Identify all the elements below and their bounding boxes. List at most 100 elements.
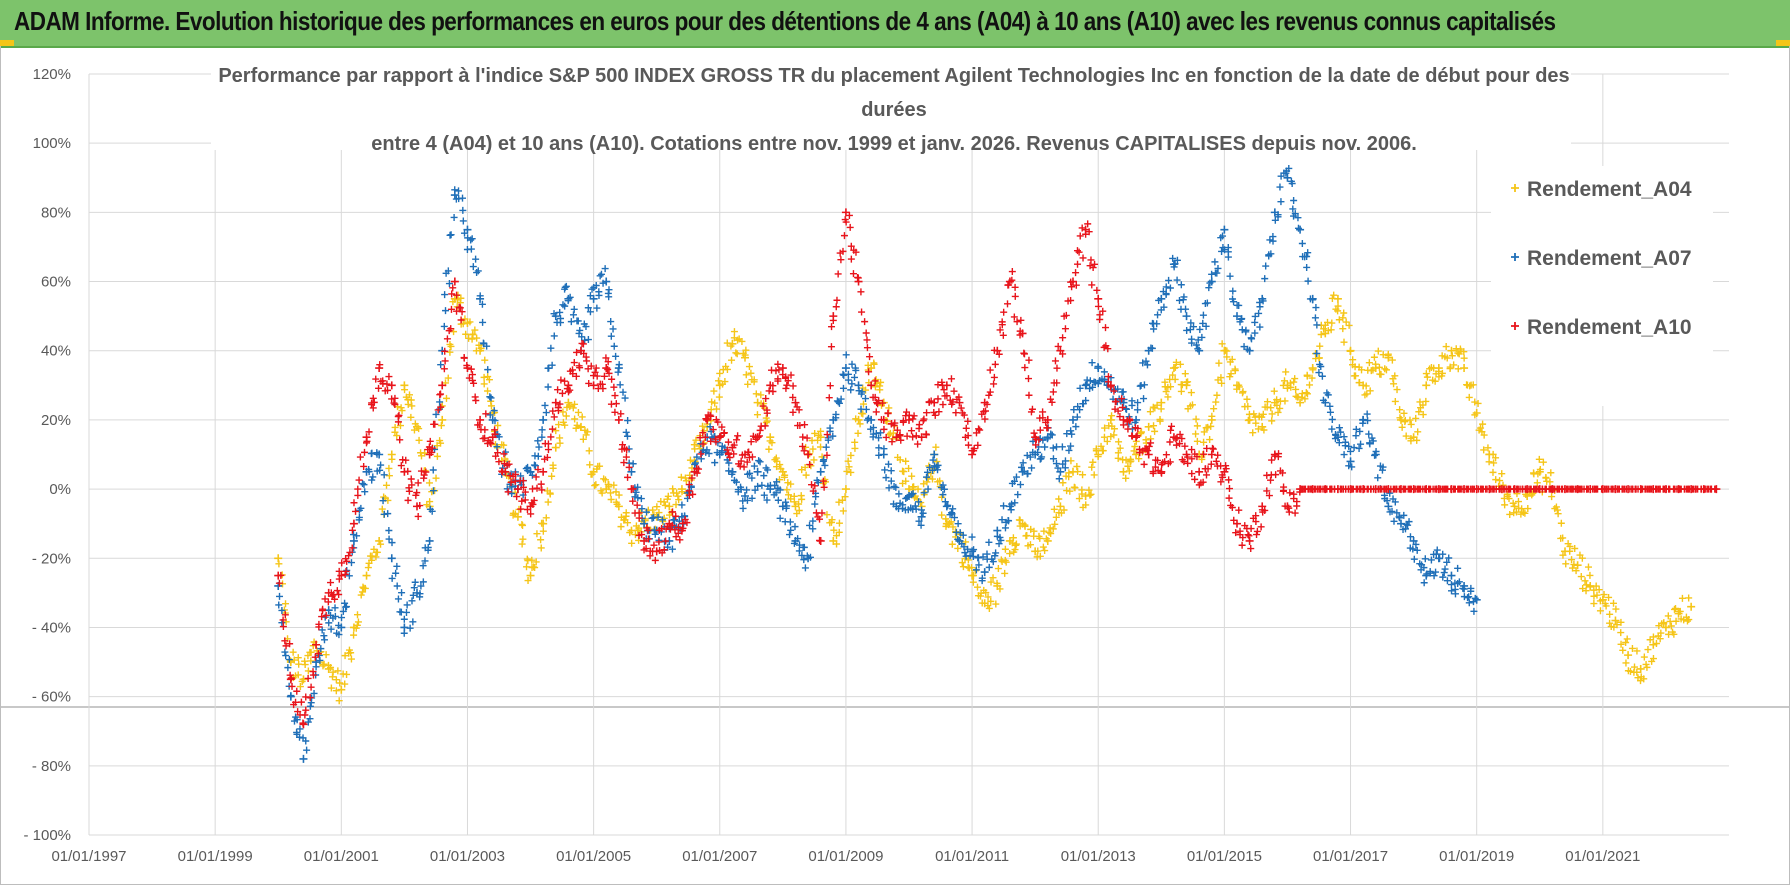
data-point: [1554, 510, 1562, 518]
data-point: [450, 213, 458, 221]
data-point: [611, 392, 619, 400]
data-point: [1474, 399, 1482, 407]
data-point: [1211, 269, 1219, 277]
data-point: [919, 509, 927, 517]
data-point: [985, 538, 993, 546]
data-point: [811, 429, 819, 437]
data-point: [930, 398, 939, 407]
data-point: [1260, 426, 1268, 434]
data-point: [1352, 432, 1360, 440]
data-point: [774, 375, 782, 383]
data-point: [1125, 467, 1133, 475]
data-point: [985, 604, 993, 612]
data-point: [686, 456, 694, 464]
data-point: [1239, 534, 1247, 542]
data-point: [437, 421, 445, 429]
data-point: [317, 645, 325, 653]
data-point: [852, 248, 860, 256]
data-point: [774, 496, 782, 504]
data-point: [849, 270, 857, 278]
data-point: [827, 343, 835, 351]
data-point: [784, 377, 792, 385]
data-point: [1078, 486, 1086, 494]
data-point: [299, 720, 308, 729]
data-point: [1577, 573, 1585, 581]
data-point: [820, 456, 828, 464]
data-point: [324, 598, 332, 606]
y-tick-label: - 80%: [32, 758, 71, 775]
data-point: [586, 461, 594, 469]
data-point: [352, 507, 360, 515]
data-point: [1454, 564, 1462, 572]
data-point: [795, 500, 803, 508]
data-point: [789, 393, 797, 401]
data-point: [688, 474, 696, 482]
y-tick-label: 60%: [41, 274, 71, 291]
data-point: [622, 509, 630, 517]
data-point: [1302, 389, 1310, 397]
data-point: [1447, 346, 1456, 355]
legend-background: [1491, 166, 1713, 406]
data-point: [478, 300, 486, 308]
data-point: [610, 342, 618, 350]
data-point: [485, 376, 493, 384]
data-point: [751, 486, 759, 494]
data-point: [807, 462, 815, 470]
data-point: [1598, 595, 1607, 604]
data-point: [1533, 479, 1541, 487]
data-point: [1103, 437, 1111, 445]
data-point: [816, 467, 825, 476]
data-point: [589, 294, 598, 303]
data-point: [385, 373, 393, 381]
data-point: [1200, 438, 1208, 446]
data-point: [702, 415, 710, 423]
data-point: [1053, 364, 1061, 372]
legend-marker: [1511, 184, 1519, 192]
data-point: [1633, 647, 1641, 655]
data-point: [1209, 444, 1216, 452]
data-point: [875, 397, 883, 405]
data-point: [1075, 248, 1083, 256]
data-point: [968, 547, 977, 556]
data-point: [1116, 444, 1124, 452]
data-point: [329, 668, 337, 676]
data-point: [1349, 356, 1357, 364]
data-point: [600, 372, 608, 380]
data-point: [566, 402, 574, 410]
data-point: [1321, 398, 1330, 407]
data-point: [1644, 646, 1652, 654]
data-point: [1173, 441, 1181, 449]
data-point: [733, 350, 741, 358]
data-point: [584, 304, 592, 312]
data-point: [635, 509, 643, 517]
data-point: [837, 256, 845, 264]
data-point: [1124, 462, 1132, 470]
data-point: [1036, 426, 1044, 434]
data-point: [875, 444, 883, 452]
data-point: [957, 404, 965, 412]
data-point: [548, 472, 556, 480]
data-point: [337, 623, 346, 632]
data-point: [571, 415, 579, 423]
data-point: [286, 640, 294, 648]
data-point: [608, 375, 616, 383]
data-point: [998, 318, 1006, 326]
data-point: [561, 302, 569, 310]
data-point: [753, 467, 762, 476]
data-point: [541, 401, 549, 409]
data-point: [1383, 497, 1391, 505]
data-point: [1657, 629, 1665, 637]
data-point: [402, 456, 410, 464]
data-point: [1492, 476, 1500, 484]
data-point: [1171, 363, 1179, 371]
data-point: [327, 579, 335, 587]
data-point: [748, 453, 756, 461]
data-point: [987, 578, 995, 586]
data-point: [397, 404, 405, 412]
data-point: [1238, 541, 1246, 549]
data-point: [1460, 354, 1468, 362]
data-point: [505, 460, 513, 468]
data-point: [1512, 508, 1520, 516]
data-point: [958, 559, 966, 567]
data-point: [1140, 381, 1148, 389]
